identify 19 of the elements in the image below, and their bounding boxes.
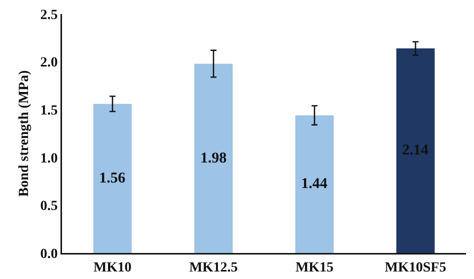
- y-tick-label: 2.0: [40, 56, 58, 71]
- x-tick-label: MK10SF5: [384, 260, 446, 276]
- data-label: 1.98: [200, 150, 227, 166]
- y-tick-label: 0.0: [40, 246, 58, 262]
- bar: [93, 104, 132, 253]
- data-label: 2.14: [402, 142, 429, 159]
- y-tick-label: 1.5: [40, 104, 58, 118]
- y-tick-label: 0.5: [40, 199, 58, 214]
- bar: [295, 115, 334, 253]
- x-tick-label: MK10: [93, 260, 132, 276]
- x-tick-label: MK15: [295, 260, 334, 276]
- bar: [396, 48, 435, 253]
- data-label: 1.56: [99, 170, 126, 186]
- y-axis-title: Bond strength (MPa): [17, 70, 32, 197]
- x-tick-label: MK12.5: [189, 260, 238, 276]
- y-tick-label: 1.0: [40, 151, 58, 166]
- y-tick-label: 2.5: [40, 8, 58, 23]
- bar: [194, 64, 233, 253]
- data-label: 1.44: [301, 176, 328, 192]
